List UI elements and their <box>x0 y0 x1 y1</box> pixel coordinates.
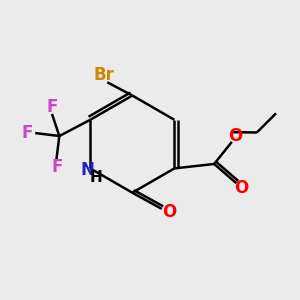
Text: O: O <box>234 179 248 197</box>
Text: F: F <box>46 98 58 116</box>
Text: N: N <box>81 161 95 179</box>
Text: Br: Br <box>94 66 115 84</box>
Text: O: O <box>162 203 176 221</box>
Text: O: O <box>228 127 242 145</box>
Text: F: F <box>22 124 33 142</box>
Text: F: F <box>51 158 63 176</box>
Text: H: H <box>89 170 102 185</box>
